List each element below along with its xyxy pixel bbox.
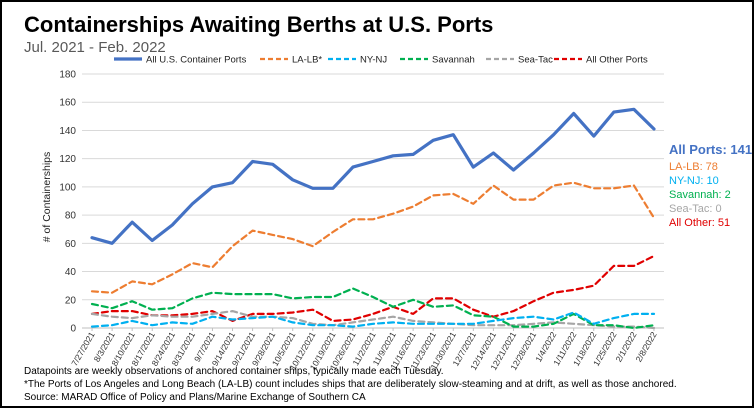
footnotes: Datapoints are weekly observations of an… xyxy=(24,366,677,403)
y-axis-label: # of Containerships xyxy=(41,152,53,242)
legend-label: Sea-Tac xyxy=(518,55,553,66)
y-tick-label: 100 xyxy=(59,182,76,193)
legend-label: Savannah xyxy=(432,55,475,66)
series-line-savannah xyxy=(90,287,656,330)
y-tick-label: 20 xyxy=(65,295,77,306)
y-tick-label: 80 xyxy=(65,211,77,222)
y-tick-label: 180 xyxy=(59,70,76,81)
end-label: All Other: 51 xyxy=(669,217,730,229)
end-label: NY-NJ: 10 xyxy=(669,175,719,187)
legend-label: All U.S. Container Ports xyxy=(146,55,247,66)
end-label: LA-LB: 78 xyxy=(669,161,718,173)
series-lines xyxy=(90,107,656,330)
footnote-line: Source: MARAD Office of Policy and Plans… xyxy=(24,392,366,403)
y-tick-label: 0 xyxy=(70,324,76,335)
end-label: All Ports: 141 xyxy=(669,142,752,157)
end-labels: All Ports: 141 LA-LB: 78 NY-NJ: 10 Savannah… xyxy=(669,142,752,229)
legend-label: NY-NJ xyxy=(360,55,387,66)
chart-title: Containerships Awaiting Berths at U.S. P… xyxy=(24,12,493,37)
legend-label: All Other Ports xyxy=(586,55,648,66)
series-line-la-lb xyxy=(90,181,656,294)
series-line-ny-nj xyxy=(90,311,656,328)
series-line-all-u-s-container-ports xyxy=(90,107,656,245)
footnote-line: *The Ports of Los Angeles and Long Beach… xyxy=(24,379,677,390)
series-line-sea-tac xyxy=(90,310,656,330)
y-tick-label: 140 xyxy=(59,126,76,137)
y-tick-label: 160 xyxy=(59,98,76,109)
end-label: Sea-Tac: 0 xyxy=(669,203,722,215)
series-line-all-other-ports xyxy=(90,254,656,322)
x-tick-label: 7/27/2021 xyxy=(69,330,97,368)
y-axis: 0 20 40 60 80 100 120 140 160 180 xyxy=(59,70,76,335)
y-tick-label: 60 xyxy=(65,239,77,250)
legend: All U.S. Container Ports LA-LB* NY-NJ Savan… xyxy=(114,55,648,66)
end-label: Savannah: 2 xyxy=(669,189,731,201)
y-tick-label: 120 xyxy=(59,154,76,165)
legend-label: LA-LB* xyxy=(292,55,322,66)
chart-subtitle: Jul. 2021 - Feb. 2022 xyxy=(24,39,166,56)
footnote-line: Datapoints are weekly observations of an… xyxy=(24,366,444,377)
y-tick-label: 40 xyxy=(65,267,77,278)
